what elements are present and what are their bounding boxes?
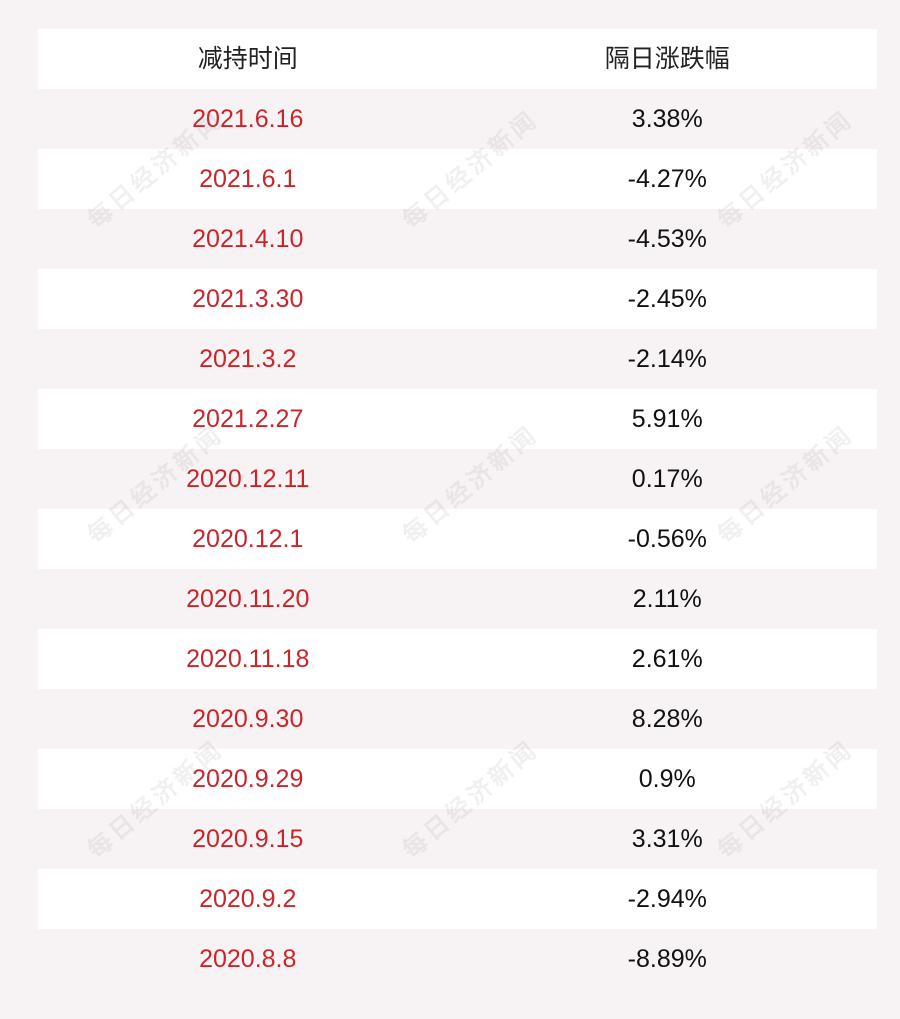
table-row: 2020.9.30 8.28%: [38, 689, 877, 749]
date-cell: 2020.9.2: [199, 885, 297, 913]
table-row: 2021.4.10 -4.53%: [38, 209, 877, 269]
change-cell: 0.9%: [638, 765, 696, 793]
date-cell: 2020.9.30: [192, 705, 304, 733]
table-row: 2021.6.1 -4.27%: [38, 149, 877, 209]
change-cell: -2.14%: [627, 345, 707, 373]
change-cell: -2.45%: [627, 285, 707, 313]
date-cell: 2020.12.11: [186, 465, 310, 493]
table-row: 2021.2.27 5.91%: [38, 389, 877, 449]
date-cell: 2020.11.20: [186, 585, 310, 613]
date-cell: 2021.6.16: [192, 105, 304, 133]
change-cell: 0.17%: [631, 465, 703, 493]
change-cell: -0.56%: [627, 525, 707, 553]
change-cell: 3.31%: [631, 825, 703, 853]
change-cell: -2.94%: [627, 885, 707, 913]
table-row: 2020.11.20 2.11%: [38, 569, 877, 629]
table-row: 2020.12.11 0.17%: [38, 449, 877, 509]
date-cell: 2020.9.29: [192, 765, 304, 793]
table-row: 2020.9.15 3.31%: [38, 809, 877, 869]
change-cell: -4.53%: [627, 225, 707, 253]
date-cell: 2021.3.2: [199, 345, 297, 373]
change-cell: -8.89%: [627, 945, 707, 973]
date-cell: 2020.9.15: [192, 825, 304, 853]
table-row: 2020.12.1 -0.56%: [38, 509, 877, 569]
change-cell: 8.28%: [631, 705, 703, 733]
date-cell: 2020.11.18: [186, 645, 310, 673]
table-row: 2021.3.30 -2.45%: [38, 269, 877, 329]
table-row: 2020.9.29 0.9%: [38, 749, 877, 809]
reduction-table: 减持时间 隔日涨跌幅 2021.6.16 3.38% 2021.6.1 -4.2…: [38, 29, 877, 989]
table-row: 2021.3.2 -2.14%: [38, 329, 877, 389]
change-cell: 5.91%: [631, 405, 703, 433]
table-row: 2020.11.18 2.61%: [38, 629, 877, 689]
header-next-day-change: 隔日涨跌幅: [604, 45, 730, 73]
table-header: 减持时间 隔日涨跌幅: [38, 29, 877, 89]
date-cell: 2021.4.10: [192, 225, 304, 253]
header-reduction-date: 减持时间: [197, 45, 298, 73]
change-cell: -4.27%: [627, 165, 707, 193]
table-row: 2020.9.2 -2.94%: [38, 869, 877, 929]
change-cell: 3.38%: [631, 105, 703, 133]
date-cell: 2021.3.30: [192, 285, 304, 313]
date-cell: 2020.12.1: [192, 525, 304, 553]
date-cell: 2021.2.27: [192, 405, 304, 433]
change-cell: 2.61%: [631, 645, 703, 673]
table-row: 2021.6.16 3.38%: [38, 89, 877, 149]
table-row: 2020.8.8 -8.89%: [38, 929, 877, 989]
date-cell: 2020.8.8: [199, 945, 297, 973]
change-cell: 2.11%: [632, 585, 702, 613]
date-cell: 2021.6.1: [199, 165, 297, 193]
